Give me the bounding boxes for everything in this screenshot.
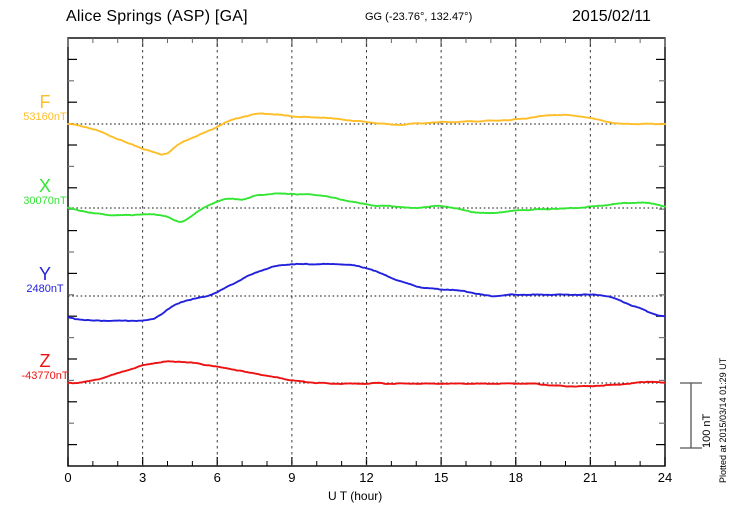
x-tick-label: 12	[359, 470, 374, 485]
plot-frame-rect	[67, 37, 666, 467]
component-baseline-value-z: -43770nT	[21, 370, 69, 382]
x-axis-minor-ticks	[92, 38, 641, 466]
component-label-y: Y 2480nT	[26, 264, 64, 296]
scale-bar-label: 100 nT	[701, 413, 713, 448]
component-symbol-x: X	[38, 176, 51, 196]
observation-date: 2015/02/11	[572, 8, 651, 25]
vertical-gridlines	[142, 38, 591, 466]
plot-frame	[67, 37, 666, 467]
component-traces	[67, 112, 666, 388]
plotted-timestamp: Plotted at 2015/03/14 01:29 UT	[718, 357, 728, 483]
component-baseline-value-x: 30070nT	[23, 195, 67, 207]
geographic-coordinates: GG (-23.76°, 132.47°)	[365, 11, 473, 23]
scale-bar	[680, 382, 702, 449]
x-tick-label: 18	[508, 470, 523, 485]
x-tick-label: 9	[288, 470, 296, 485]
trace-f	[67, 112, 666, 156]
component-symbol-f: F	[39, 92, 51, 112]
x-tick-label: 3	[139, 470, 147, 485]
x-tick-label: 6	[213, 470, 221, 485]
station-title: Alice Springs (ASP) [GA]	[66, 8, 248, 25]
trace-y	[67, 262, 666, 322]
x-axis-title: U T (hour)	[328, 489, 383, 503]
x-tick-label: 24	[657, 470, 673, 485]
x-tick-label: 21	[583, 470, 598, 485]
component-label-x: X 30070nT	[23, 176, 67, 208]
trace-z	[67, 360, 666, 388]
component-label-f: F 53160nT	[23, 92, 67, 124]
x-axis-major-ticks	[67, 38, 666, 466]
component-label-z: Z -43770nT	[21, 351, 69, 383]
trace-x	[67, 192, 666, 223]
x-tick-label: 0	[64, 470, 72, 485]
x-tick-label: 15	[433, 470, 449, 485]
component-baseline-value-y: 2480nT	[26, 283, 64, 295]
component-symbol-z: Z	[39, 351, 51, 371]
y-axis-ticks	[68, 58, 665, 446]
component-baseline-value-f: 53160nT	[23, 111, 67, 123]
component-symbol-y: Y	[38, 264, 51, 284]
